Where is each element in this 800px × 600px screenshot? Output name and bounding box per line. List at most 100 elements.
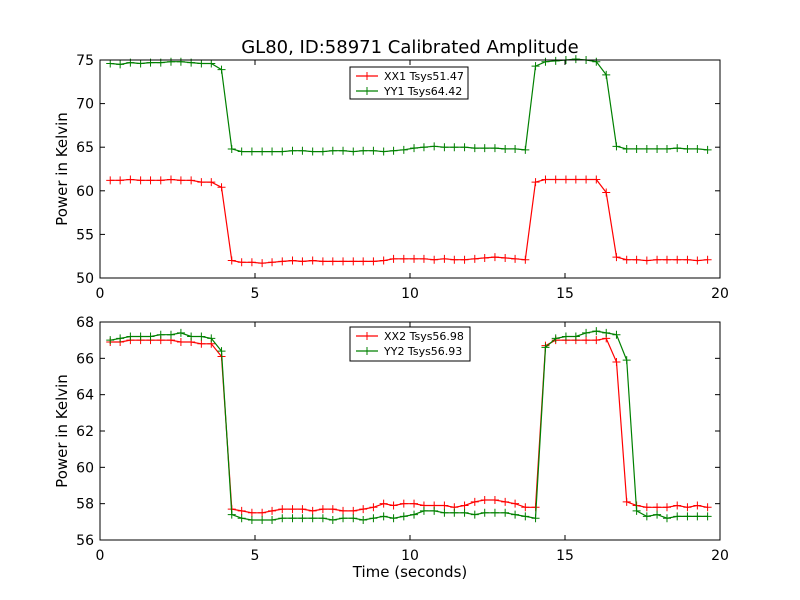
- y-tick-label: 55: [76, 227, 94, 243]
- data-point: [551, 175, 560, 184]
- data-point: [419, 506, 428, 515]
- data-point: [247, 147, 256, 156]
- data-point: [531, 178, 540, 187]
- data-point: [298, 146, 307, 155]
- data-point: [662, 514, 671, 523]
- data-point: [410, 144, 419, 153]
- data-point: [653, 510, 662, 519]
- data-point: [622, 144, 631, 153]
- data-point: [339, 257, 348, 266]
- data-point: [166, 57, 175, 66]
- y-tick-label: 60: [76, 460, 94, 476]
- data-point: [278, 147, 287, 156]
- x-tick-label: 20: [711, 286, 729, 302]
- y-tick-label: 65: [76, 140, 94, 156]
- data-point: [176, 337, 185, 346]
- data-point: [389, 501, 398, 510]
- data-point: [521, 503, 530, 512]
- data-point: [410, 499, 419, 508]
- x-tick-label: 20: [711, 548, 729, 564]
- data-point: [511, 499, 520, 508]
- legend-marker: [363, 347, 371, 355]
- data-point: [592, 327, 601, 336]
- y-tick-label: 56: [76, 533, 94, 549]
- data-point: [693, 256, 702, 265]
- y-tick-label: 50: [76, 271, 94, 287]
- data-point: [379, 256, 388, 265]
- data-point: [258, 147, 267, 156]
- data-point: [501, 253, 510, 262]
- data-point: [571, 175, 580, 184]
- data-point: [176, 176, 185, 185]
- data-point: [683, 144, 692, 153]
- series-line-1: [110, 337, 708, 514]
- data-point: [106, 59, 115, 68]
- data-point: [490, 496, 499, 505]
- bottom-panel: 0 5 10 15 20 56 58 60 62 64 66 68 Power in Kelvin Tim…: [53, 315, 729, 581]
- legend-box: [349, 66, 469, 100]
- data-point: [541, 57, 550, 66]
- data-point: [501, 144, 510, 153]
- data-point: [642, 503, 651, 512]
- data-point: [612, 357, 621, 366]
- data-point: [531, 514, 540, 523]
- data-point: [571, 55, 580, 64]
- data-point: [683, 512, 692, 521]
- data-point: [288, 256, 297, 265]
- data-point: [480, 508, 489, 517]
- data-point: [399, 254, 408, 263]
- data-point: [460, 508, 469, 517]
- data-point: [561, 175, 570, 184]
- data-point: [359, 516, 368, 525]
- data-point: [126, 175, 135, 184]
- data-point: [490, 253, 499, 262]
- data-point: [551, 56, 560, 65]
- data-point: [592, 336, 601, 345]
- data-point: [622, 497, 631, 506]
- data-point: [653, 503, 662, 512]
- x-tick-label: 10: [401, 286, 419, 302]
- data-point: [237, 258, 246, 267]
- data-point: [642, 256, 651, 265]
- data-point: [349, 514, 358, 523]
- data-point: [227, 510, 236, 519]
- data-point: [501, 497, 510, 506]
- data-point: [582, 336, 591, 345]
- data-point: [278, 505, 287, 514]
- legend-label: YY2 Tsys56.93: [383, 345, 462, 358]
- data-point: [521, 145, 530, 154]
- data-point: [460, 255, 469, 264]
- data-point: [410, 254, 419, 263]
- data-point: [379, 147, 388, 156]
- data-point: [480, 496, 489, 505]
- data-point: [501, 508, 510, 517]
- data-point: [389, 146, 398, 155]
- data-point: [673, 255, 682, 264]
- data-point: [207, 178, 216, 187]
- data-point: [116, 334, 125, 343]
- data-point: [632, 506, 641, 515]
- data-point: [389, 514, 398, 523]
- data-point: [602, 188, 611, 197]
- x-tick-label: 15: [556, 286, 574, 302]
- data-point: [430, 142, 439, 151]
- data-point: [339, 514, 348, 523]
- data-point: [369, 514, 378, 523]
- data-point: [258, 259, 267, 268]
- data-point: [278, 257, 287, 266]
- data-point: [359, 505, 368, 514]
- data-point: [166, 175, 175, 184]
- data-point: [703, 503, 712, 512]
- data-point: [642, 512, 651, 521]
- data-point: [247, 516, 256, 525]
- data-point: [247, 258, 256, 267]
- data-point: [339, 506, 348, 515]
- data-point: [430, 255, 439, 264]
- x-tick-label: 10: [401, 548, 419, 564]
- data-point: [521, 512, 530, 521]
- data-point: [410, 510, 419, 519]
- data-point: [632, 144, 641, 153]
- data-point: [237, 506, 246, 515]
- data-point: [268, 516, 277, 525]
- data-point: [653, 255, 662, 264]
